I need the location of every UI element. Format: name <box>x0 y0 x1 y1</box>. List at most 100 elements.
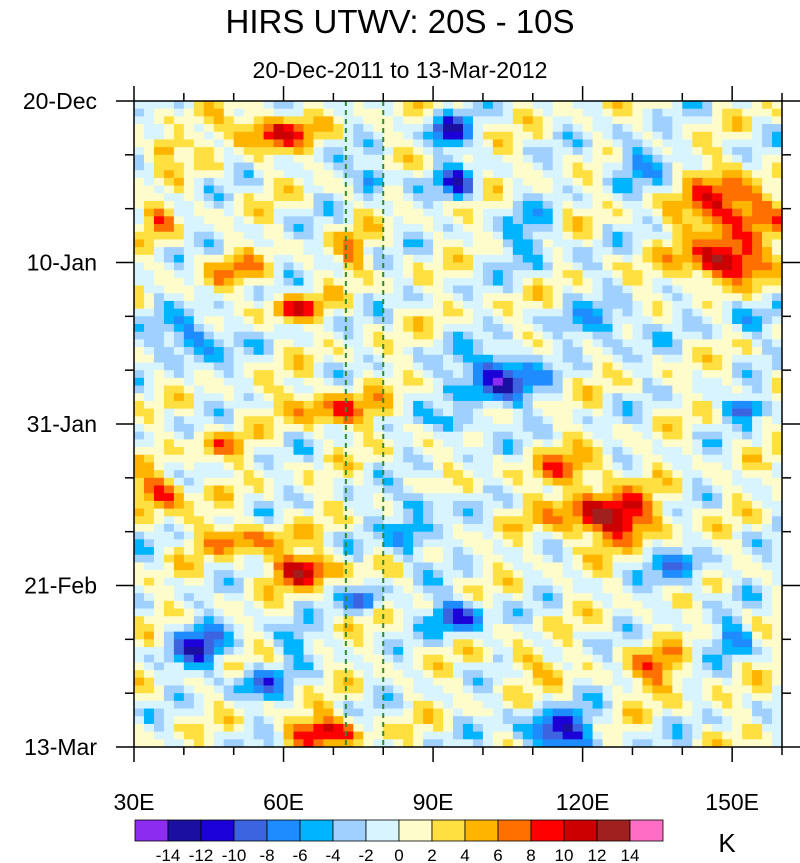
field-cell <box>522 177 534 187</box>
field-cell <box>752 662 763 671</box>
field-cell <box>203 254 215 264</box>
field-cell <box>492 408 504 417</box>
field-cell <box>732 247 743 256</box>
field-cell <box>423 377 434 387</box>
field-cell <box>183 116 195 125</box>
field-cell <box>522 108 534 117</box>
field-cell <box>652 408 663 417</box>
field-cell <box>612 262 624 271</box>
field-cell <box>542 147 554 156</box>
field-cell <box>443 431 454 440</box>
field-cell <box>153 231 165 241</box>
field-cell <box>642 101 653 110</box>
field-cell <box>532 616 544 625</box>
field-cell <box>163 677 175 687</box>
field-cell <box>742 393 753 402</box>
field-cell <box>243 377 255 387</box>
field-cell <box>243 539 255 548</box>
field-cell <box>413 685 424 694</box>
field-cell <box>223 254 235 264</box>
field-cell <box>223 347 235 356</box>
field-cell <box>572 400 584 410</box>
field-cell <box>512 285 524 294</box>
field-cell <box>193 154 205 164</box>
field-cell <box>383 616 394 625</box>
field-cell <box>363 670 374 679</box>
field-cell <box>293 300 305 310</box>
field-cell <box>632 470 644 479</box>
field-cell <box>193 531 205 540</box>
field-cell <box>163 254 175 264</box>
field-cell <box>542 331 554 340</box>
field-cell <box>343 331 354 340</box>
field-cell <box>602 216 614 225</box>
field-cell <box>353 547 364 556</box>
field-cell <box>762 470 773 479</box>
field-cell <box>283 662 295 671</box>
field-cell <box>512 585 524 594</box>
field-cell <box>183 454 195 464</box>
field-cell <box>692 377 703 387</box>
field-cell <box>672 347 683 356</box>
field-cell <box>572 639 584 648</box>
field-cell <box>233 408 245 417</box>
field-cell <box>592 377 604 387</box>
field-cell <box>522 308 534 317</box>
field-cell <box>173 285 185 294</box>
field-cell <box>512 447 524 456</box>
field-cell <box>153 300 165 310</box>
field-cell <box>403 570 414 579</box>
field-cell <box>143 431 155 440</box>
field-cell <box>602 577 614 587</box>
field-cell <box>712 216 723 225</box>
field-cell <box>742 185 753 194</box>
field-cell <box>203 208 215 217</box>
field-cell <box>682 193 693 202</box>
field-cell <box>462 116 474 125</box>
field-cell <box>562 500 574 510</box>
field-cell <box>213 377 225 387</box>
field-cell <box>702 177 713 187</box>
field-cell <box>702 677 713 687</box>
field-cell <box>742 200 753 210</box>
field-cell <box>482 108 494 117</box>
field-cell <box>313 324 325 333</box>
field-cell <box>213 362 225 371</box>
field-cell <box>652 308 663 317</box>
field-cell <box>572 585 584 594</box>
field-cell <box>383 500 394 510</box>
field-cell <box>702 470 713 479</box>
field-cell <box>472 400 484 410</box>
field-cell <box>532 277 544 287</box>
field-cell <box>692 193 703 202</box>
field-cell <box>263 400 275 410</box>
field-cell <box>373 385 384 394</box>
field-cell <box>433 677 444 687</box>
field-cell <box>462 393 474 402</box>
field-cell <box>762 662 773 671</box>
field-cell <box>482 324 494 333</box>
field-cell <box>243 531 255 540</box>
field-cell <box>592 416 604 425</box>
field-cell <box>702 593 713 602</box>
field-cell <box>772 470 783 479</box>
field-cell <box>233 393 245 402</box>
field-cell <box>273 162 285 171</box>
field-cell <box>143 662 155 671</box>
field-cell <box>373 485 384 494</box>
field-cell <box>243 523 255 533</box>
field-cell <box>542 531 554 540</box>
field-cell <box>542 424 554 433</box>
field-cell <box>433 493 444 502</box>
field-cell <box>403 124 414 133</box>
field-cell <box>153 685 165 694</box>
field-cell <box>512 416 524 425</box>
field-cell <box>233 247 245 256</box>
field-cell <box>423 216 434 225</box>
field-cell <box>582 154 594 164</box>
field-cell <box>732 608 743 617</box>
field-cell <box>712 500 723 510</box>
field-cell <box>343 354 354 364</box>
field-cell <box>752 393 763 402</box>
field-cell <box>572 124 584 133</box>
